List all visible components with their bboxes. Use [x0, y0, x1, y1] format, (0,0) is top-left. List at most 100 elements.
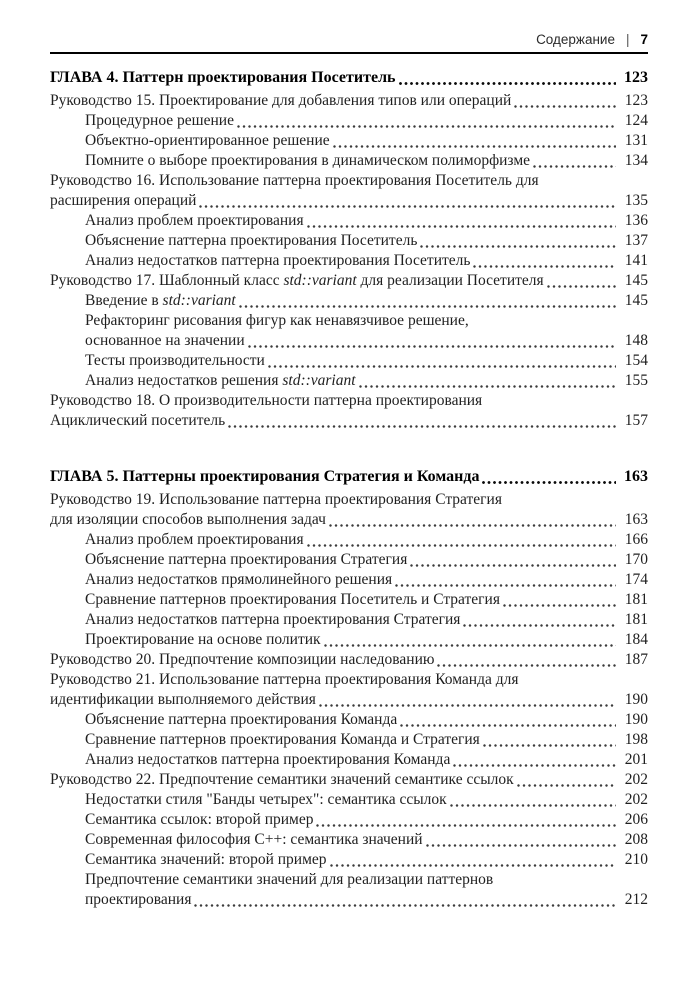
running-head-title: Содержание [536, 32, 615, 47]
dot-leader [236, 123, 616, 129]
toc-entry-text: Руководство 15. Проектирование для добав… [50, 92, 512, 109]
toc-row: Введение в std::variant 145 [50, 291, 648, 311]
toc-entry-page: 135 [624, 192, 648, 209]
header-separator: | [625, 32, 630, 47]
toc-chapter-row: ГЛАВА 5. Паттерны проектирования Стратег… [50, 467, 648, 487]
toc-entry-page: 187 [624, 651, 648, 668]
toc-row: Ациклический посетитель 157 [50, 411, 648, 431]
dot-leader [194, 902, 616, 908]
toc-entry-page: 202 [624, 791, 648, 808]
toc-row: Рефакторинг рисования фигур как ненавязч… [50, 311, 648, 331]
dot-leader [533, 163, 616, 169]
toc-entry-page: 170 [624, 551, 648, 568]
dot-leader [502, 602, 616, 608]
toc-entry-text: Анализ проблем проектирования [85, 212, 304, 229]
dot-leader [410, 562, 616, 568]
toc-entry-text: Руководство 16. Использование паттерна п… [50, 172, 539, 189]
toc-entry-text: Проектирование на основе политик [85, 631, 321, 648]
toc-row: Руководство 18. О производительности пат… [50, 391, 648, 411]
dot-leader [306, 542, 616, 548]
dot-leader [482, 742, 616, 748]
toc-entry-page: 124 [624, 112, 648, 129]
toc-entry-page: 154 [624, 352, 648, 369]
toc-entry-text: Ациклический посетитель [50, 412, 226, 429]
toc-entry-text: ГЛАВА 4. Паттерн проектирования Посетите… [50, 69, 396, 86]
toc-entry-page: 136 [624, 212, 648, 229]
toc-entry-text: для изоляции способов выполнения задач [50, 511, 326, 528]
toc-row: для изоляции способов выполнения задач 1… [50, 510, 648, 530]
dot-leader [267, 363, 616, 369]
toc-entry-page: 181 [624, 591, 648, 608]
dot-leader [199, 203, 616, 209]
toc-entry-text: Предпочтение семантики значений для реал… [85, 871, 494, 888]
toc-entry-page: 123 [624, 69, 648, 86]
toc-row: Семантика ссылок: второй пример 206 [50, 810, 648, 830]
dot-leader [238, 303, 616, 309]
dot-leader [228, 423, 616, 429]
toc-row: Предпочтение семантики значений для реал… [50, 870, 648, 890]
toc-row: Руководство 15. Проектирование для добав… [50, 91, 648, 111]
toc-entry-page: 210 [624, 851, 648, 868]
toc-entry-text: Объектно-ориентированное решение [85, 132, 330, 149]
toc-entry-text: Помните о выборе проектирования в динами… [85, 152, 531, 169]
toc-entry-page: 208 [624, 831, 648, 848]
toc-row: Анализ проблем проектирования 166 [50, 530, 648, 550]
toc-entry-text: Руководство 22. Предпочтение семантики з… [50, 771, 514, 788]
dot-leader [358, 383, 616, 389]
toc-entry-text: Семантика ссылок: второй пример [85, 811, 314, 828]
toc-entry-text: Анализ недостатков прямолинейного решени… [85, 571, 393, 588]
toc-row: Семантика значений: второй пример 210 [50, 850, 648, 870]
toc-section: ГЛАВА 5. Паттерны проектирования Стратег… [50, 467, 648, 910]
toc-entry-text: Объяснение паттерна проектирования Страт… [85, 551, 408, 568]
toc-entry-page: 190 [624, 691, 648, 708]
table-of-contents: ГЛАВА 4. Паттерн проектирования Посетите… [50, 68, 648, 910]
toc-row: Тесты производительности 154 [50, 351, 648, 371]
toc-entry-text: Руководство 20. Предпочтение композиции … [50, 651, 435, 668]
dot-leader [482, 479, 616, 485]
dot-leader [306, 223, 616, 229]
toc-entry-text: Объяснение паттерна проектирования Посет… [85, 232, 418, 249]
header-page-number: 7 [640, 32, 648, 47]
toc-entry-text: Руководство 21. Использование паттерна п… [50, 671, 519, 688]
dot-leader [329, 862, 616, 868]
toc-entry-page: 166 [624, 531, 648, 548]
toc-entry-text: Тесты производительности [85, 352, 265, 369]
toc-row: Современная философия C++: семантика зна… [50, 830, 648, 850]
toc-row: Анализ недостатков решения std::variant … [50, 371, 648, 391]
toc-entry-page: 123 [624, 92, 648, 109]
toc-entry-page: 134 [624, 152, 648, 169]
toc-entry-text: Сравнение паттернов проектирования Посет… [85, 591, 500, 608]
dot-leader [332, 143, 616, 149]
toc-entry-text: проектирования [85, 891, 192, 908]
dot-leader [420, 243, 616, 249]
dot-leader [328, 522, 616, 528]
toc-row: Анализ недостатков паттерна проектирован… [50, 610, 648, 630]
toc-entry-page: 190 [624, 711, 648, 728]
dot-leader [318, 702, 616, 708]
toc-chapter-row: ГЛАВА 4. Паттерн проектирования Посетите… [50, 68, 648, 88]
toc-entry-text: Анализ недостатков паттерна проектирован… [85, 611, 461, 628]
toc-entry-page: 206 [624, 811, 648, 828]
toc-entry-text: Руководство 18. О производительности пат… [50, 392, 483, 409]
toc-row: Руководство 19. Использование паттерна п… [50, 490, 648, 510]
dot-leader [546, 283, 616, 289]
toc-entry-text: Анализ недостатков паттерна проектирован… [85, 751, 451, 768]
dot-leader [316, 822, 616, 828]
toc-entry-text: Сравнение паттернов проектирования Коман… [85, 731, 480, 748]
toc-entry-page: 148 [624, 332, 648, 349]
dot-leader [395, 582, 616, 588]
toc-entry-page: 163 [624, 468, 648, 485]
toc-row: Проектирование на основе политик 184 [50, 630, 648, 650]
toc-row: Анализ недостатков прямолинейного решени… [50, 570, 648, 590]
toc-entry-text: расширения операций [50, 192, 197, 209]
toc-row: Сравнение паттернов проектирования Коман… [50, 730, 648, 750]
toc-row: Руководство 20. Предпочтение композиции … [50, 650, 648, 670]
toc-entry-text: Руководство 17. Шаблонный класс std::var… [50, 272, 544, 289]
toc-row: проектирования 212 [50, 890, 648, 910]
toc-entry-text: Рефакторинг рисования фигур как ненавязч… [85, 312, 469, 329]
toc-entry-text: Анализ недостатков решения std::variant [85, 372, 356, 389]
dot-leader [425, 842, 616, 848]
toc-entry-page: 145 [624, 292, 648, 309]
dot-leader [516, 782, 616, 788]
toc-row: Объяснение паттерна проектирования Посет… [50, 231, 648, 251]
